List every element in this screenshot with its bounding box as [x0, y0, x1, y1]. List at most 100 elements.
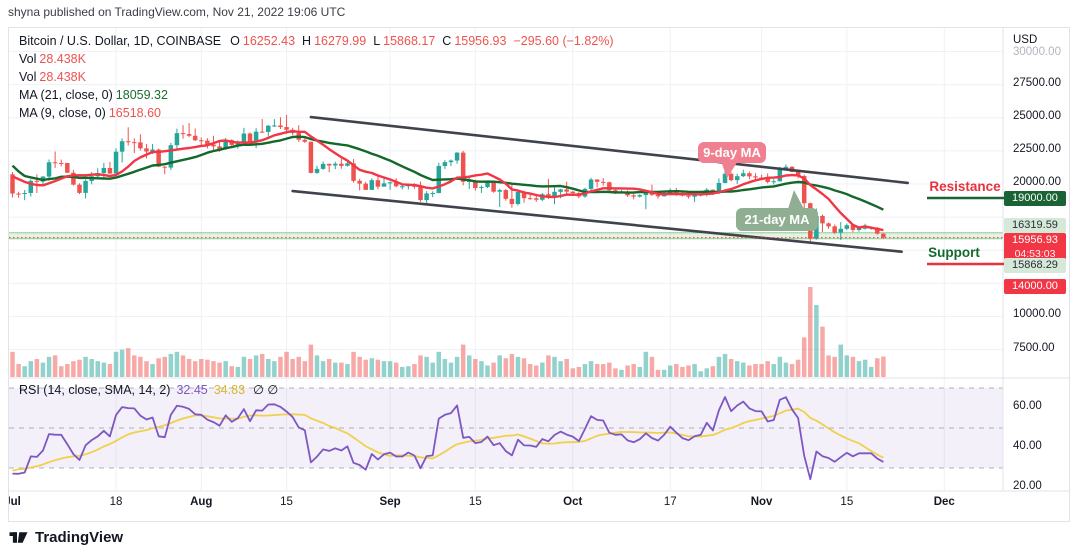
volume-bar: [759, 364, 764, 377]
volume-bar: [369, 358, 375, 377]
volume-bar: [119, 349, 125, 377]
ma21-line[interactable]: [11, 135, 884, 211]
tradingview-wordmark[interactable]: TradingView: [35, 529, 124, 546]
candle-body: [862, 227, 868, 229]
tag-zone-bottom: 15868.29: [1004, 258, 1066, 273]
volume-bar: [838, 344, 843, 377]
candle-body: [875, 227, 880, 234]
volume-bar: [46, 356, 52, 377]
candle-body: [247, 133, 253, 143]
candle-body: [655, 194, 661, 197]
candle-body: [844, 225, 850, 229]
candle-body: [850, 225, 856, 230]
candle-body: [448, 160, 454, 163]
candle-body: [400, 186, 405, 188]
volume-row-2[interactable]: Vol 28.438K: [19, 68, 621, 86]
candle-body: [631, 195, 636, 197]
candle-body: [320, 163, 326, 169]
candle-body: [308, 141, 314, 173]
trendline[interactable]: [291, 189, 903, 254]
rsi-line[interactable]: [12, 396, 884, 481]
volume-bar: [692, 364, 697, 377]
candle-body: [649, 192, 655, 195]
volume-bar: [28, 361, 34, 377]
volume-bar: [199, 359, 204, 377]
time-label-dec: Dec: [933, 496, 955, 508]
time-label-17: 17: [663, 496, 677, 508]
volume-bar: [241, 356, 247, 377]
rsi-sma-line[interactable]: [12, 407, 884, 472]
volume-bar: [375, 359, 381, 377]
candle-body: [594, 179, 600, 182]
candle-body: [747, 173, 752, 177]
candle-body: [241, 133, 247, 142]
volume-bar: [430, 362, 435, 377]
candle-body: [28, 180, 34, 194]
price-zone-band[interactable]: [9, 232, 1003, 239]
candle-body: [375, 180, 381, 187]
candle-body: [363, 183, 368, 190]
ma21-row[interactable]: MA (21, close, 0) 18059.32: [19, 86, 621, 104]
volume-bar: [600, 364, 606, 377]
volume-bar: [722, 353, 728, 377]
volume-bar: [192, 361, 198, 377]
attribution-text: shyna published on TradingView.com, Nov …: [8, 5, 346, 19]
annotation-bubble-21day-ma[interactable]: 21-day MA: [736, 208, 818, 231]
volume-bar: [826, 355, 831, 377]
volume-bar: [125, 348, 131, 377]
volume-bar: [728, 359, 734, 377]
ma9-row[interactable]: MA (9, close, 0) 16518.60: [19, 104, 621, 122]
volume-bar: [454, 356, 460, 377]
candle-body: [467, 180, 472, 182]
chart-canvas[interactable]: [9, 28, 1069, 521]
volume-bar: [613, 368, 618, 377]
tag-last-price: 15956.93 04:53:03: [1004, 233, 1066, 260]
candle-body: [564, 189, 569, 192]
candle-body: [180, 133, 186, 135]
rsi-label: RSI (14, close, SMA, 14, 2): [19, 383, 171, 397]
volume-bar: [132, 355, 137, 377]
rsi-band: [9, 388, 1003, 468]
volume-bar: [777, 356, 783, 377]
candle-body: [192, 135, 198, 141]
volume-bar: [789, 364, 795, 377]
volume-row-1[interactable]: Vol 28.438K: [19, 50, 621, 68]
volume-bar: [235, 366, 241, 377]
volume-bar: [259, 353, 265, 377]
annotation-bubble-9day-ma[interactable]: 9-day MA: [698, 142, 766, 163]
volume-bar: [667, 365, 673, 377]
candle-body: [58, 162, 64, 164]
volume-bar: [515, 356, 521, 377]
volume-bar: [320, 361, 326, 377]
volume-bar: [113, 351, 119, 377]
trendline[interactable]: [309, 115, 910, 185]
volume-bar: [168, 353, 174, 377]
volume-bar: [150, 364, 155, 377]
volume-bar: [223, 361, 228, 377]
bubble-21day-ma-text: 21-day MA: [744, 212, 810, 227]
candle-body: [339, 163, 344, 166]
symbol-row[interactable]: Bitcoin / U.S. Dollar, 1D, COINBASE O 1625…: [19, 32, 621, 50]
volume-bar: [643, 351, 649, 377]
volume-bar: [205, 359, 210, 377]
chart-frame[interactable]: Bitcoin / U.S. Dollar, 1D, COINBASE O 1625…: [8, 27, 1070, 522]
volume-bar: [637, 366, 643, 377]
ma21-value: 18059.32: [115, 88, 168, 102]
rsi-legend[interactable]: RSI (14, close, SMA, 14, 2) 32.45 34.83 ∅ ∅: [19, 382, 284, 397]
high-value: 16279.99: [314, 34, 367, 48]
candle-body: [521, 191, 527, 199]
volume-bar: [406, 366, 411, 377]
candle-body: [125, 141, 131, 143]
ma9-line[interactable]: [12, 129, 884, 232]
ma21-label: MA (21, close, 0): [19, 88, 113, 102]
volume-bar: [734, 361, 740, 377]
volume-bar: [101, 362, 107, 377]
candle-body: [217, 146, 222, 150]
volume-bar: [862, 359, 868, 377]
volume-bar: [527, 364, 533, 377]
tradingview-logo-icon[interactable]: [8, 527, 29, 548]
candle-body: [150, 149, 155, 152]
volume-bar: [686, 365, 691, 377]
candle-body: [795, 171, 801, 177]
volume-bar: [875, 358, 880, 377]
